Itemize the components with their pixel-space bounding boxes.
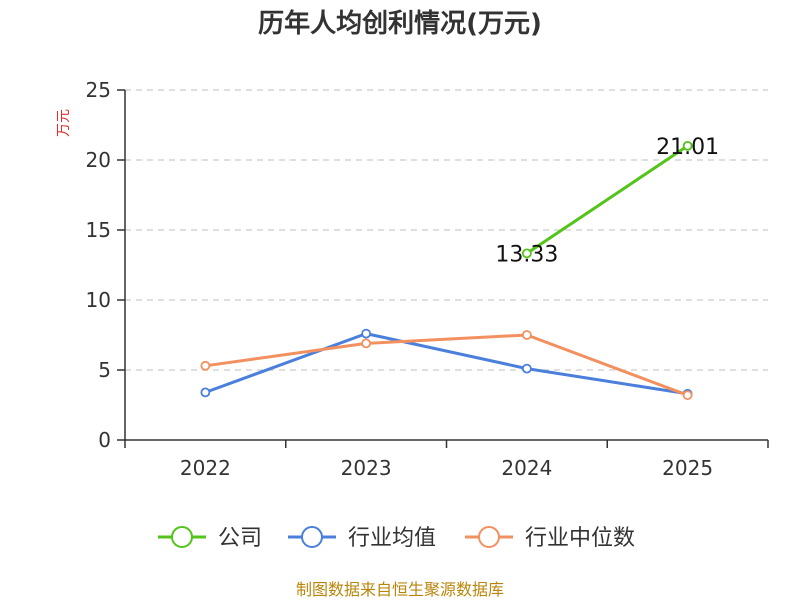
y-tick-label: 25 xyxy=(86,78,111,102)
series-line xyxy=(205,333,689,397)
y-tick-label: 15 xyxy=(86,218,111,242)
legend-marker xyxy=(171,526,193,548)
series-line xyxy=(204,332,688,396)
data-point xyxy=(361,338,372,349)
x-tick-label: 2025 xyxy=(662,456,713,480)
data-label: 21.01 xyxy=(656,135,719,160)
y-tick-label: 5 xyxy=(98,358,111,382)
chart-title: 历年人均创利情况(万元) xyxy=(258,8,542,39)
data-label: 13.33 xyxy=(495,242,558,267)
data-point xyxy=(682,140,693,151)
y-tick-label: 0 xyxy=(98,428,111,452)
data-point xyxy=(521,248,532,259)
data-point xyxy=(521,330,532,340)
series-line xyxy=(526,144,689,255)
y-axis-unit: 万元 xyxy=(56,109,72,137)
x-tick-label: 2022 xyxy=(180,456,231,480)
data-point xyxy=(361,328,372,339)
legend-label: 行业均值 xyxy=(348,526,436,551)
x-tick-label: 2023 xyxy=(341,456,392,480)
legend-label: 行业中位数 xyxy=(525,526,635,551)
x-tick-label: 2024 xyxy=(501,456,552,480)
legend-marker xyxy=(301,526,323,548)
data-point xyxy=(200,387,211,398)
data-point xyxy=(200,360,211,371)
y-tick-label: 10 xyxy=(86,288,111,312)
legend-label: 公司 xyxy=(218,526,262,551)
data-point xyxy=(521,363,532,374)
y-tick-label: 20 xyxy=(86,148,111,172)
source-note: 制图数据来自恒生聚源数据库 xyxy=(296,580,504,599)
legend-marker xyxy=(478,526,500,548)
data-point xyxy=(682,390,693,401)
